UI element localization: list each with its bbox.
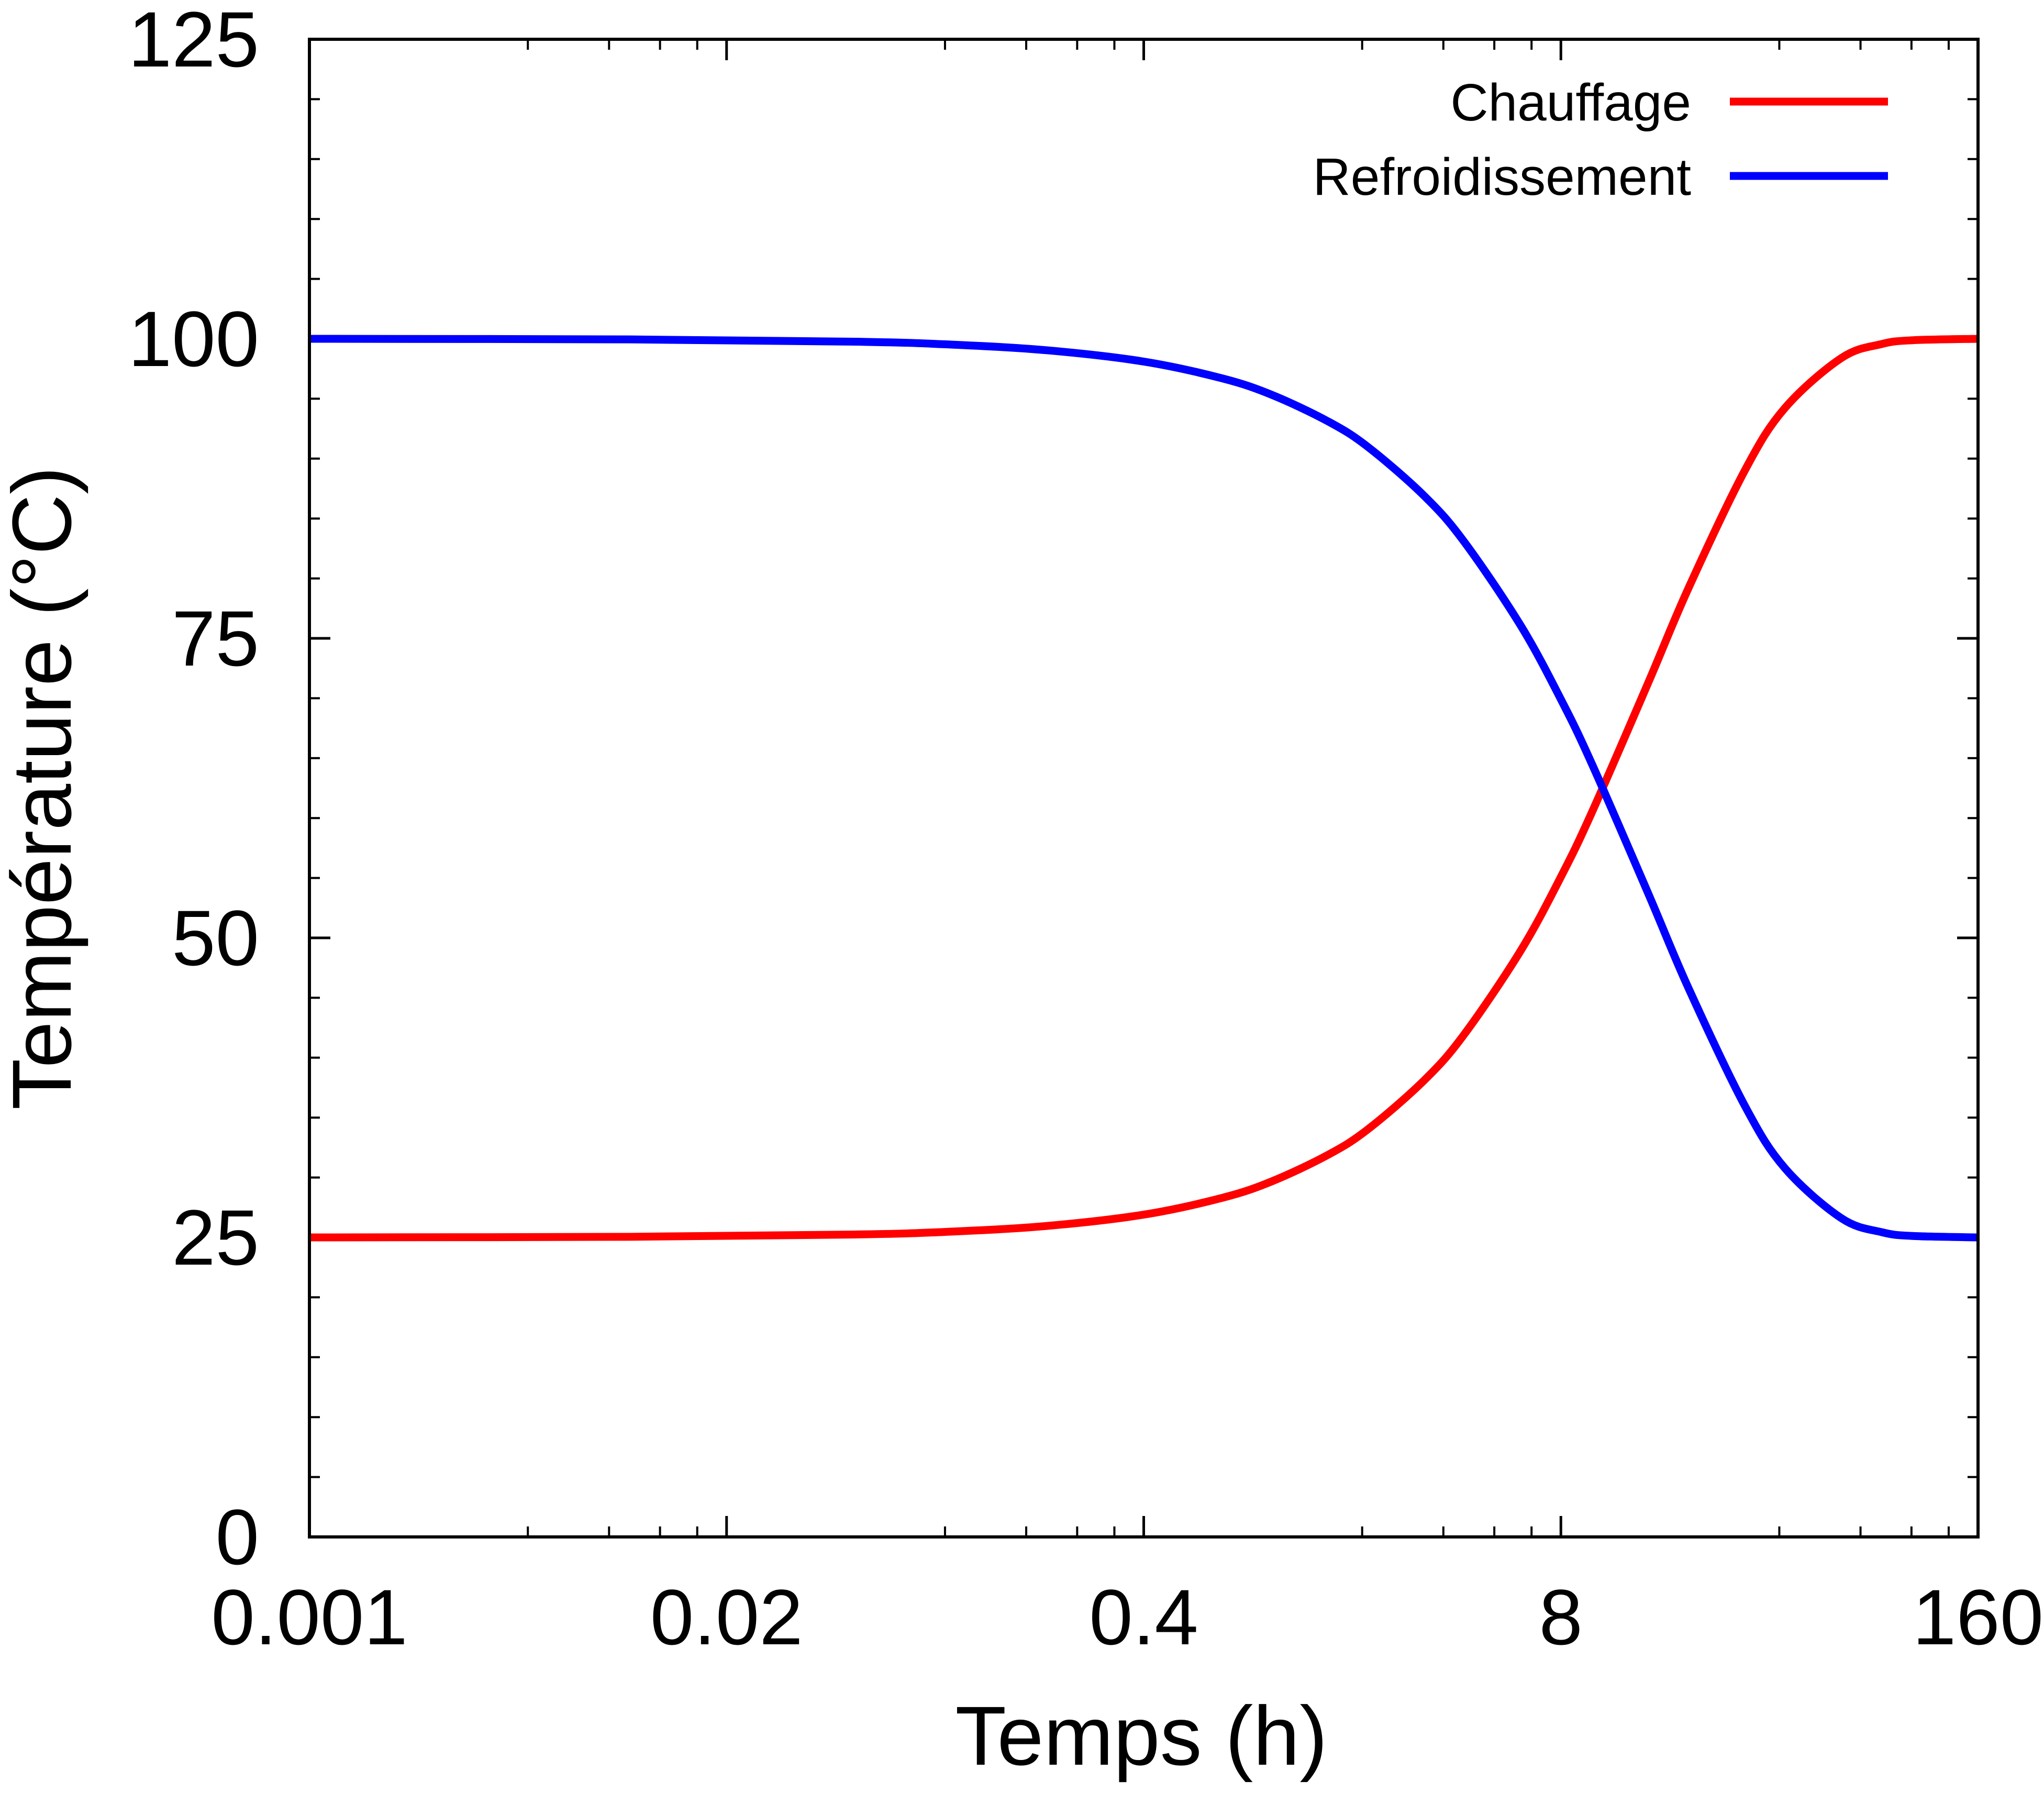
y-tick-label: 25 — [172, 1193, 259, 1281]
x-tick-label: 0.001 — [211, 1573, 407, 1661]
x-tick-label: 8 — [1539, 1573, 1583, 1661]
series-lines — [309, 335, 1979, 1242]
series-line-chauffage — [309, 335, 1979, 1242]
x-tick-label: 0.4 — [1089, 1573, 1198, 1661]
x-tick-label: 160 — [1913, 1573, 2043, 1661]
y-tick-label: 125 — [128, 0, 259, 83]
x-tick-labels: 0.001 0.02 0.4 8 160 — [211, 1573, 2043, 1661]
legend: Chauffage Refroidissement — [1313, 73, 1888, 206]
legend-label-chauffage: Chauffage — [1450, 73, 1691, 132]
plot-frame — [308, 38, 1980, 1539]
y-tick-label: 50 — [172, 894, 259, 982]
y-tick-label: 75 — [172, 594, 259, 682]
y-tick-labels: 0 25 50 75 100 125 — [128, 0, 259, 1581]
x-axis-title: Temps (h) — [955, 1689, 1327, 1783]
y-tick-label: 100 — [128, 295, 259, 383]
legend-label-refroidissement: Refroidissement — [1313, 148, 1691, 206]
ticks — [308, 38, 1980, 1539]
y-tick-label: 0 — [216, 1493, 259, 1581]
y-axis-title: Température (°C) — [0, 467, 88, 1110]
series-line-refroidissement — [309, 335, 1979, 1242]
x-tick-label: 0.02 — [650, 1573, 803, 1661]
